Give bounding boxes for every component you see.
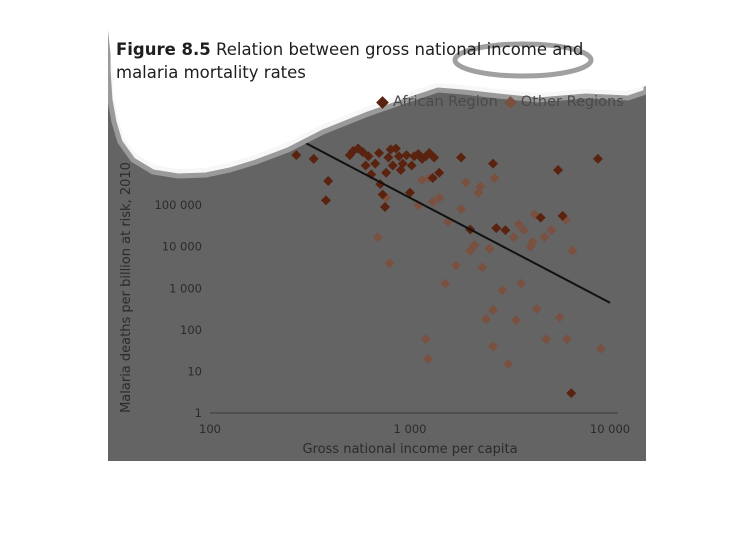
- data-point: [535, 212, 546, 223]
- data-point: [562, 334, 573, 345]
- trend-layer: [292, 135, 611, 304]
- data-point: [406, 160, 417, 171]
- data-point: [440, 278, 451, 289]
- data-point: [429, 152, 440, 163]
- data-point: [531, 303, 542, 314]
- data-point: [513, 219, 524, 230]
- y-tick-label: 1: [195, 406, 202, 420]
- data-point: [405, 187, 415, 198]
- points-layer: [291, 143, 606, 399]
- x-tick-label: 100: [199, 422, 221, 436]
- legend-label: African Region: [393, 94, 498, 110]
- y-tick-label: 10: [187, 364, 202, 378]
- data-point: [393, 151, 404, 162]
- data-point: [484, 243, 495, 254]
- data-point: [497, 285, 508, 296]
- figure-label: Figure 8.5: [116, 40, 211, 59]
- data-point: [477, 262, 488, 273]
- data-point: [567, 245, 578, 256]
- legend-label: Other Regions: [520, 94, 624, 110]
- data-point: [460, 177, 471, 188]
- data-point: [323, 176, 334, 187]
- data-point: [422, 353, 433, 364]
- x-tick-label: 1 000: [394, 422, 427, 436]
- data-point: [475, 181, 486, 192]
- data-point: [469, 239, 480, 250]
- data-point: [434, 167, 445, 178]
- data-point: [384, 258, 395, 269]
- legend-item-african-region: African Region: [376, 94, 498, 110]
- data-point: [420, 334, 431, 345]
- data-point: [595, 343, 606, 354]
- data-point: [489, 172, 500, 183]
- data-point: [511, 315, 522, 326]
- x-tick-label: 10 000: [590, 422, 630, 436]
- data-point: [380, 202, 391, 213]
- data-point: [516, 278, 527, 289]
- data-point: [592, 153, 603, 164]
- data-point: [554, 312, 565, 323]
- data-point: [360, 160, 371, 171]
- data-point: [374, 147, 385, 158]
- data-point: [372, 232, 383, 243]
- x-axis-title: Gross national income per capita: [302, 442, 517, 457]
- data-point: [487, 158, 498, 169]
- data-point: [427, 196, 438, 207]
- data-point: [363, 151, 374, 162]
- data-point: [481, 314, 492, 325]
- data-point: [503, 359, 514, 370]
- data-point: [291, 150, 302, 161]
- y-axis-title: Malaria deaths per billion at risk, 2010: [119, 162, 134, 413]
- data-point: [451, 260, 462, 271]
- data-point: [401, 150, 412, 161]
- y-tick-label: 10 000: [162, 240, 202, 254]
- chart-legend: African Region Other Regions: [376, 94, 624, 110]
- data-point: [377, 189, 388, 200]
- data-point: [370, 158, 381, 169]
- data-point: [557, 210, 568, 221]
- figure-caption-text: Relation between gross national income a…: [116, 40, 584, 82]
- data-point: [387, 160, 398, 171]
- legend-item-other-regions: Other Regions: [503, 94, 624, 110]
- data-point: [456, 152, 467, 163]
- figure-caption: Figure 8.5 Relation between gross nation…: [116, 38, 636, 84]
- data-point: [397, 158, 408, 169]
- data-point: [427, 172, 438, 183]
- data-point: [541, 334, 552, 345]
- diamond-marker-icon: [503, 95, 517, 109]
- data-point: [518, 225, 529, 236]
- data-point: [546, 225, 557, 236]
- data-point: [320, 195, 331, 206]
- data-point: [487, 341, 498, 352]
- data-point: [500, 225, 511, 236]
- y-tick-label: 100: [180, 323, 202, 337]
- data-point: [491, 223, 502, 234]
- data-point: [487, 305, 498, 316]
- data-point: [508, 232, 519, 243]
- data-point: [348, 146, 359, 157]
- data-point: [529, 209, 540, 220]
- data-point: [539, 232, 550, 243]
- data-point: [527, 236, 538, 247]
- data-point: [381, 167, 392, 178]
- data-point: [417, 175, 428, 186]
- data-point: [553, 165, 564, 176]
- trend-line: [292, 135, 611, 304]
- y-tick-label: 1 000: [169, 281, 202, 295]
- data-point: [456, 204, 467, 215]
- data-point: [357, 146, 368, 157]
- data-point: [383, 152, 394, 163]
- y-tick-label: 100 000: [154, 198, 202, 212]
- data-point: [434, 192, 445, 203]
- diamond-marker-icon: [376, 95, 389, 109]
- data-point: [390, 143, 401, 154]
- data-point: [308, 153, 319, 164]
- paper-overlay-hole: [452, 41, 594, 79]
- data-point: [566, 388, 577, 399]
